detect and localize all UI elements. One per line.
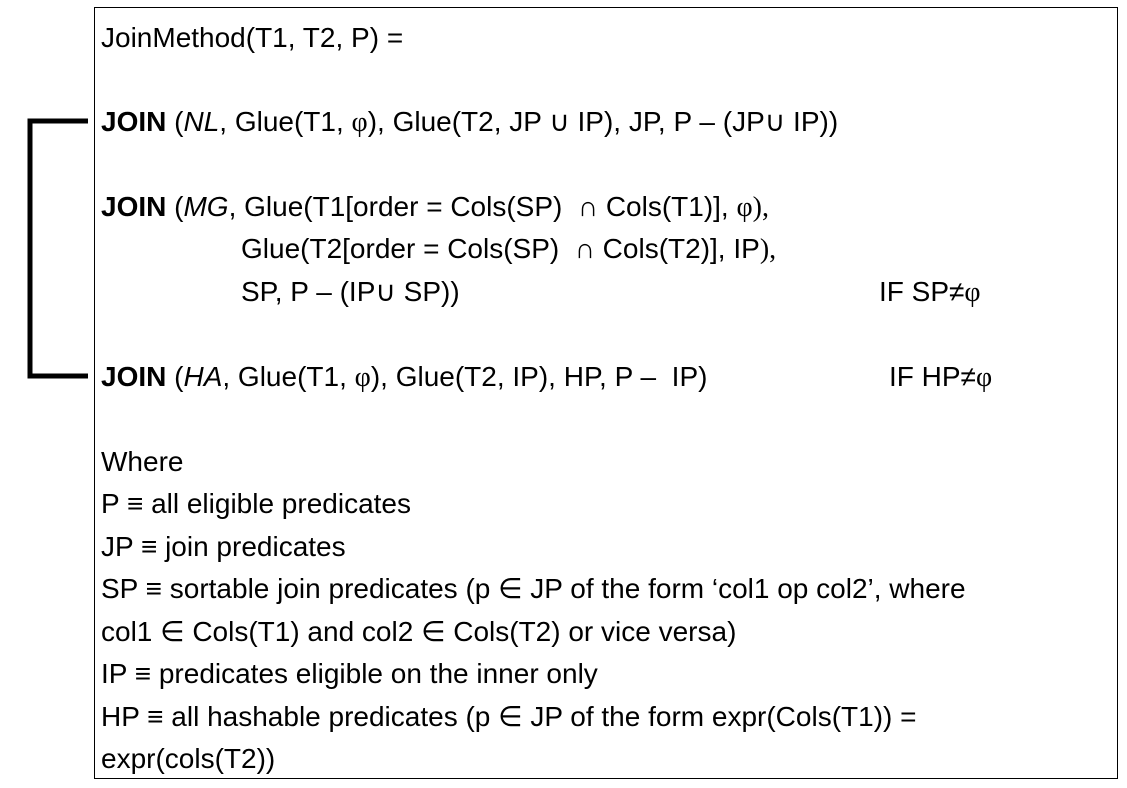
where-def-hp-cont: expr(cols(T2))	[101, 743, 276, 774]
where-def-sp-cont: col1 ∈ Cols(T1) and col2 ∈ Cols(T2) or v…	[101, 616, 737, 647]
phi-symbol: φ	[964, 277, 981, 308]
join-mg-line-1: JOIN (MG, Glue(T1[order = Cols(SP) ∩ Col…	[101, 191, 769, 224]
bracket-path	[27, 118, 88, 379]
where-def-jp: JP ≡ join predicates	[101, 531, 346, 562]
mg-args-a: , Glue(T1[order = Cols(SP) ∩ Cols(T1)],	[228, 191, 737, 222]
join-nl-line: JOIN (NL, Glue(T1, φ), Glue(T2, JP ∪ IP)…	[101, 106, 838, 139]
where-title: Where	[101, 446, 184, 477]
paren-open: (	[166, 191, 184, 222]
phi-symbol: φ	[975, 362, 993, 393]
definition-box	[94, 7, 1118, 779]
join-keyword: JOIN	[101, 191, 167, 222]
phi-symbol: φ	[354, 362, 371, 393]
method-ha: HA	[183, 361, 223, 392]
ha-condition-text: IF HP≠	[889, 361, 976, 392]
ha-condition: IF HP≠φ	[889, 361, 992, 394]
nl-args-b: ), Glue(T2, JP ∪ IP), JP, P – (JP∪ IP))	[367, 106, 839, 137]
phi-symbol: φ),	[736, 192, 769, 223]
join-mg-line-2: Glue(T2[order = Cols(SP) ∩ Cols(T2)], IP…	[241, 233, 776, 266]
join-ha-line: JOIN (HA, Glue(T1, φ), Glue(T2, IP), HP,…	[101, 361, 707, 394]
method-nl: NL	[183, 106, 220, 137]
where-def-sp: SP ≡ sortable join predicates (p ∈ JP of…	[101, 573, 966, 604]
where-def-p: P ≡ all eligible predicates	[101, 488, 411, 519]
where-def-ip: IP ≡ predicates eligible on the inner on…	[101, 658, 598, 689]
mg-args-line2-tail: ),	[759, 234, 777, 265]
join-mg-line-3: SP, P – (IP∪ SP))	[241, 276, 460, 307]
mg-condition: IF SP≠φ	[879, 276, 981, 309]
phi-symbol: φ	[351, 107, 368, 138]
join-keyword: JOIN	[101, 361, 167, 392]
method-mg: MG	[183, 191, 229, 222]
mg-condition-text: IF SP≠	[879, 276, 965, 307]
paren-open: (	[166, 106, 184, 137]
ha-args-b: ), Glue(T2, IP), HP, P – IP)	[370, 361, 708, 392]
ha-args-a: , Glue(T1,	[222, 361, 355, 392]
nl-args-a: , Glue(T1,	[219, 106, 352, 137]
mg-args-line2: Glue(T2[order = Cols(SP) ∩ Cols(T2)], IP	[241, 233, 760, 264]
paren-open: (	[166, 361, 184, 392]
where-def-hp: HP ≡ all hashable predicates (p ∈ JP of …	[101, 701, 917, 732]
join-keyword: JOIN	[101, 106, 167, 137]
join-method-header: JoinMethod(T1, T2, P) =	[101, 22, 404, 53]
